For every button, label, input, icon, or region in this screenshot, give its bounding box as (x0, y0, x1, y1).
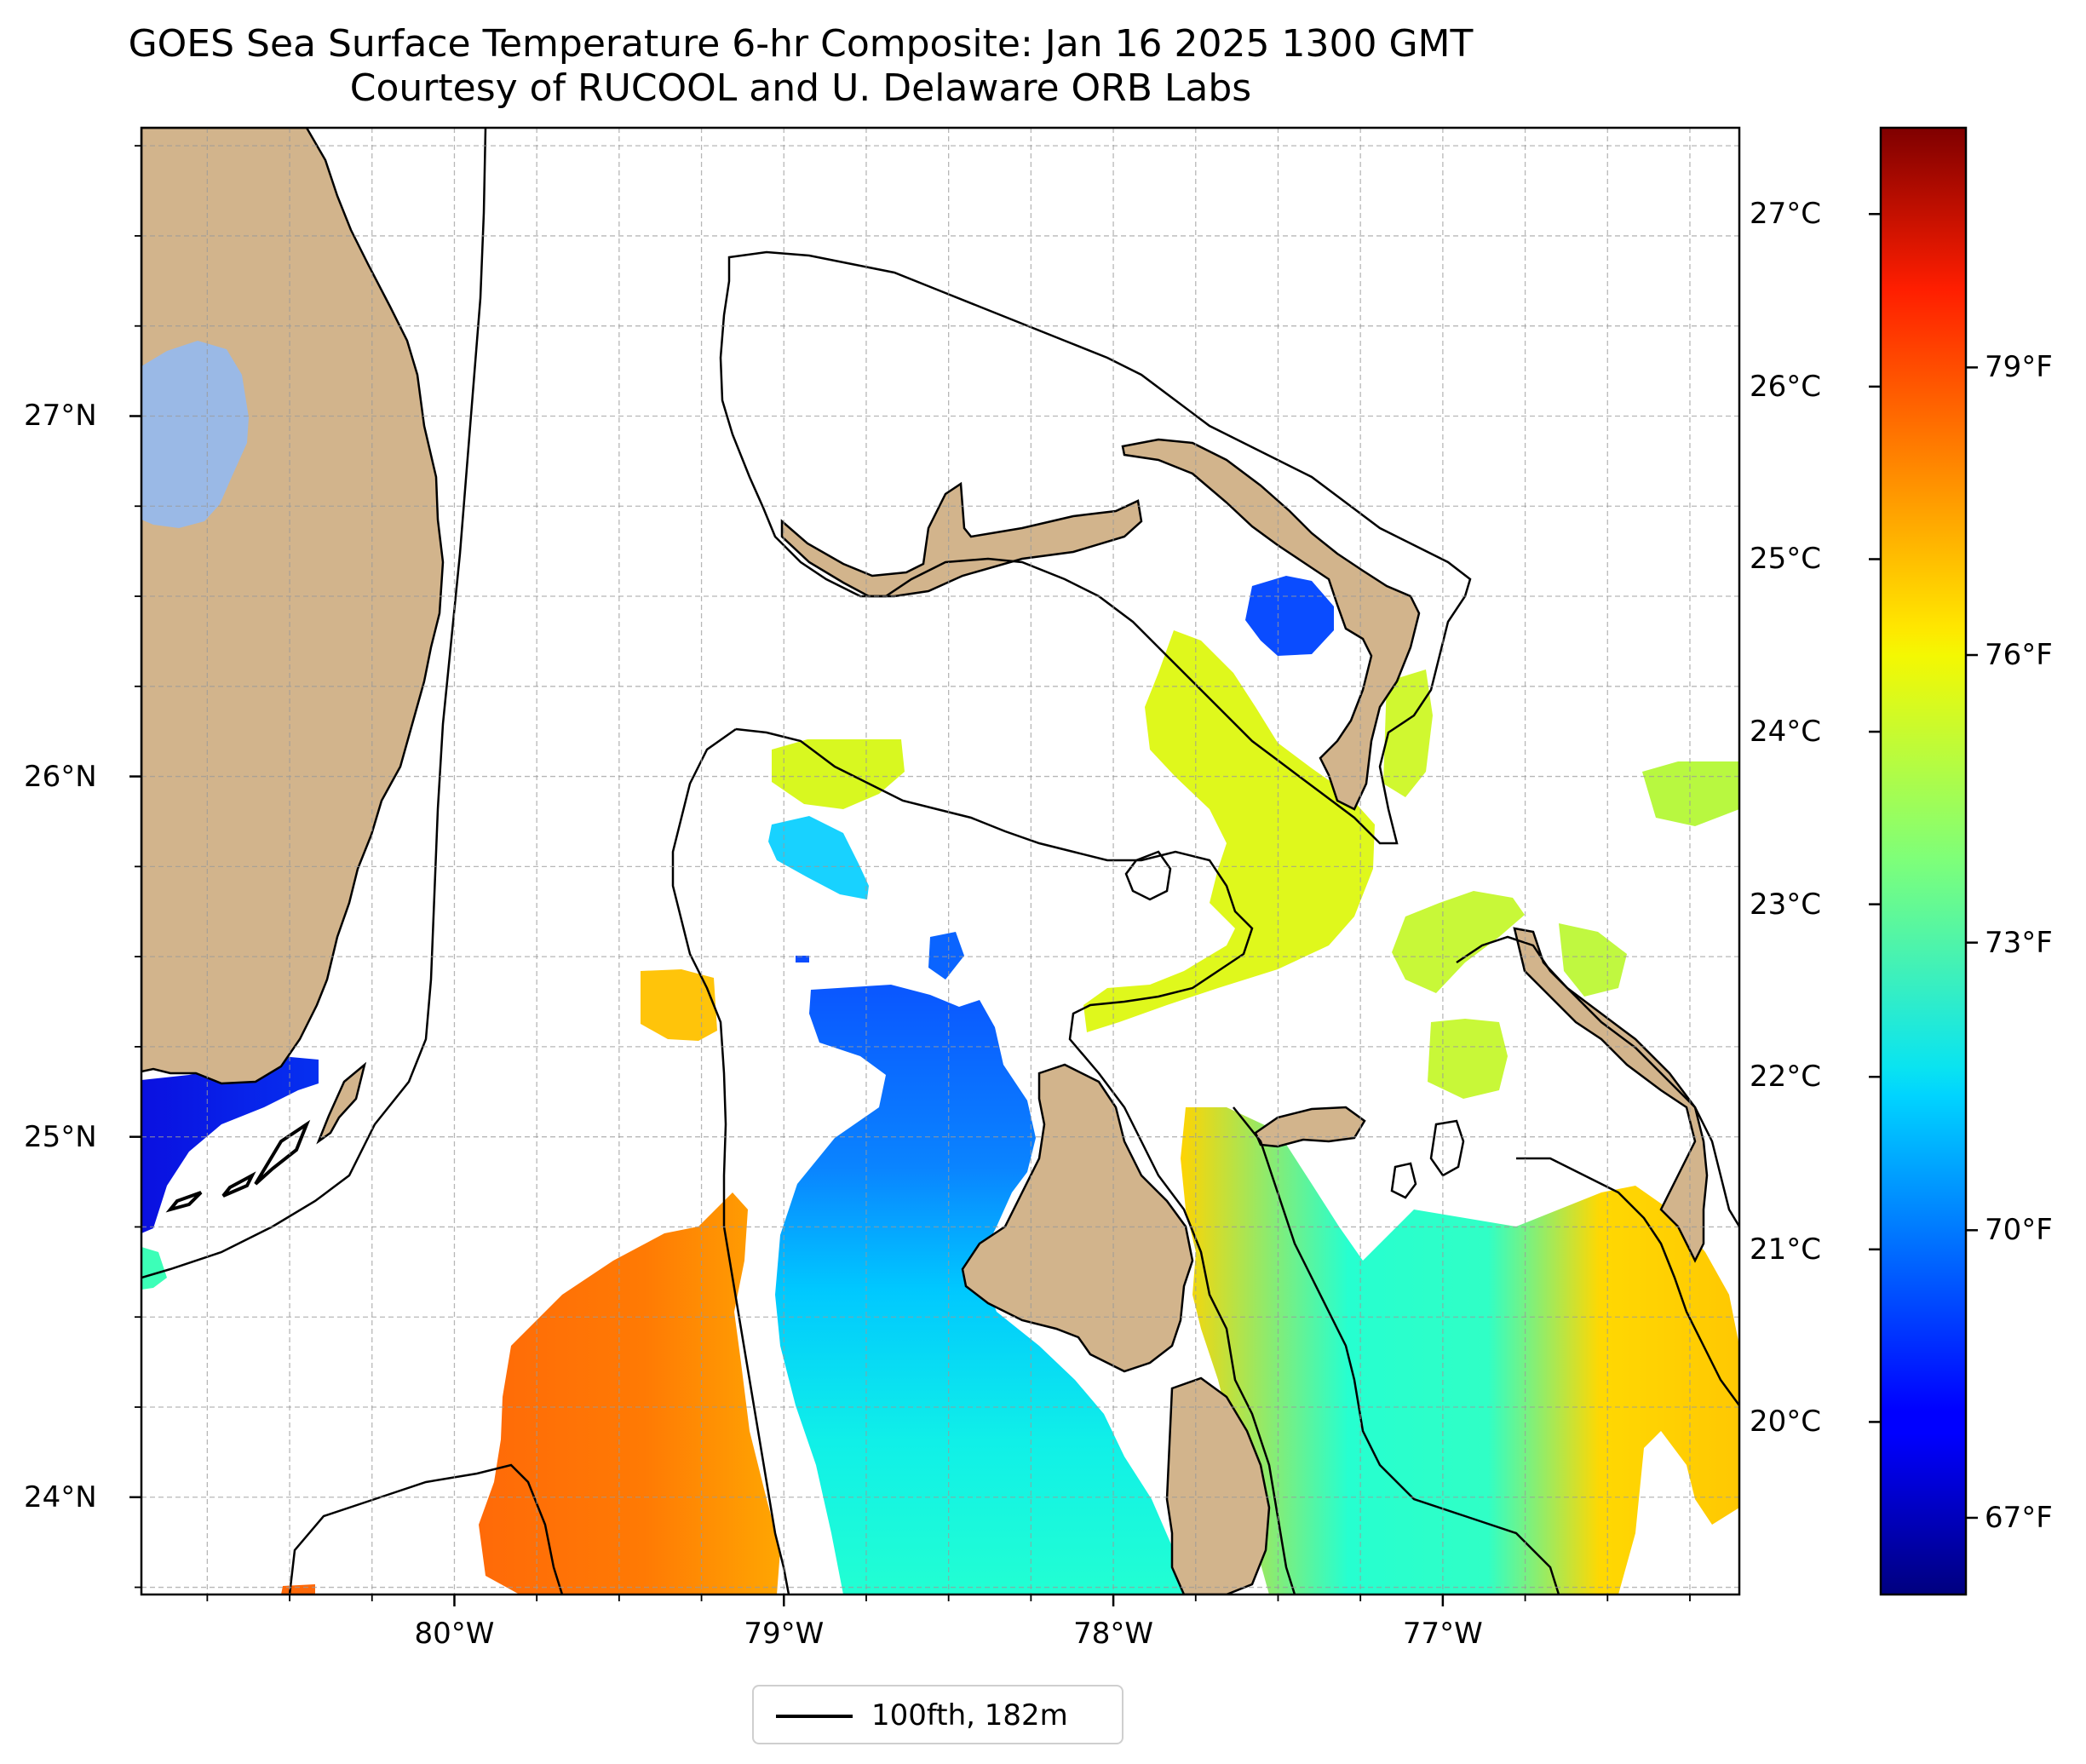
colorbar-c-label-27: 27°C (1750, 197, 1822, 232)
isobath-exuma-sound (1456, 935, 1739, 1227)
sst-green-east-2 (1559, 923, 1627, 997)
lon-label-79: 79°W (744, 1617, 825, 1651)
lat-label-25: 25°N (24, 1119, 97, 1154)
isobath-ring-1 (1124, 850, 1172, 901)
lat-label-27: 27°N (24, 399, 97, 434)
lat-label-24: 24°N (24, 1480, 97, 1514)
sst-green-far-east (1642, 761, 1739, 826)
sst-green-east-3 (1428, 1019, 1508, 1099)
map-subtitle: Courtesy of RUCOOL and U. Delaware ORB L… (349, 66, 1252, 110)
isobath-100fth (141, 128, 1739, 1594)
isobath-ring-3 (1390, 1162, 1417, 1199)
isobath-great-bahama-bank (735, 727, 1296, 1594)
isobath-andros-west (671, 727, 790, 1594)
colorbar-f-label-79: 79°F (1985, 350, 2053, 385)
colorbar-f-label-73: 73°F (1985, 925, 2053, 960)
gridlines (141, 128, 1739, 1594)
lon-label-77: 77°W (1402, 1617, 1483, 1651)
sst-blue-patch-small (928, 932, 964, 980)
sst-green-mid-east (1392, 891, 1525, 993)
florida-keys-2 (254, 1119, 311, 1186)
isobath-ring-2 (1429, 1119, 1465, 1177)
colorbar-f-label-76: 76°F (1985, 638, 2053, 673)
isobath-little-bahama-bank (719, 250, 1472, 845)
sst-cold-patch-keys (141, 1056, 319, 1233)
colorbar-c-label-24: 24°C (1750, 715, 1822, 750)
florida-keys-1 (316, 1061, 367, 1145)
colorbar (1879, 126, 1968, 1596)
colorbar-c-label-23: 23°C (1750, 887, 1822, 922)
sst-yellow-east-band (1181, 1107, 1739, 1594)
andros (961, 1063, 1194, 1373)
lon-label-78: 78°W (1073, 1617, 1153, 1651)
legend: 100fth, 182m (752, 1685, 1123, 1744)
sst-blue-speck (796, 956, 809, 962)
colorbar-ticks (1869, 213, 1978, 1520)
sst-yellow-west-small (641, 969, 717, 1041)
sst-cyan-patch (768, 816, 869, 899)
isobath-tongue-east (1233, 1106, 1560, 1594)
colorbar-f-label-67: 67°F (1985, 1500, 2053, 1535)
colorbar-f-label-70: 70°F (1985, 1213, 2053, 1248)
isobath-exuma-sound-2 (1516, 1157, 1739, 1406)
florida-keys-3 (221, 1171, 256, 1198)
map-ticks (129, 145, 1691, 1606)
map-title: GOES Sea Surface Temperature 6-hr Compos… (128, 22, 1474, 66)
colorbar-c-label-20: 20°C (1750, 1405, 1822, 1439)
colorbar-c-label-22: 22°C (1750, 1060, 1822, 1095)
sst-yellow-patch-north (772, 739, 905, 809)
isobath-south-cay (288, 1463, 564, 1594)
legend-label: 100fth, 182m (871, 1698, 1068, 1732)
map-frame (140, 126, 1741, 1596)
legend-line-swatch (776, 1715, 853, 1718)
florida-keys-4 (165, 1191, 203, 1213)
land (141, 128, 1709, 1594)
lake-okeechobee (141, 341, 249, 528)
sst-orange-warm-patch (479, 1192, 780, 1594)
lat-label-26: 26°N (24, 759, 97, 794)
andros-south (1165, 1376, 1271, 1594)
isobath-florida-straits (141, 128, 487, 1279)
colorbar-c-label-26: 26°C (1750, 369, 1822, 404)
sst-green-yellow-ne (1083, 630, 1375, 1032)
colorbar-c-label-25: 25°C (1750, 542, 1822, 577)
sst-orange-edge (281, 1584, 315, 1594)
lon-label-80: 80°W (414, 1617, 495, 1651)
sst-green-yellow-east (1383, 669, 1433, 797)
sst-green-corner (141, 1247, 167, 1290)
colorbar-c-label-21: 21°C (1750, 1232, 1822, 1267)
